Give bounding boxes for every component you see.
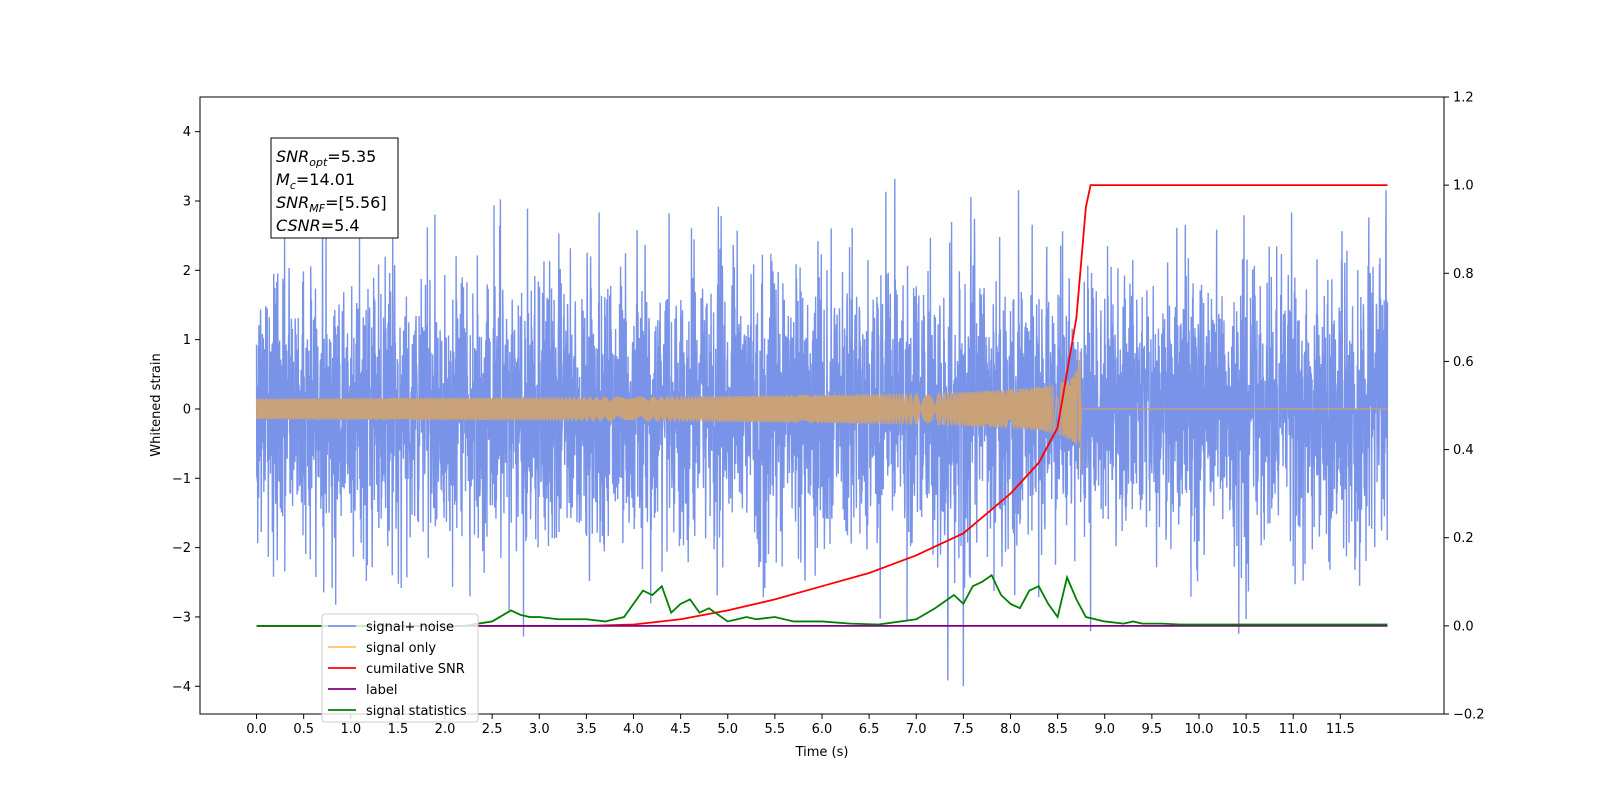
- x-tick-label: 10.5: [1232, 722, 1261, 737]
- y-axis-right: −0.2 0.0 0.2 0.4 0.6 0.8 1.0 1.2: [1444, 91, 1485, 723]
- annotation-value: =5.4: [321, 216, 360, 235]
- annotation-line: SNRopt=5.35: [276, 147, 376, 169]
- x-tick-label: 5.5: [765, 722, 786, 737]
- legend-label: signal only: [366, 641, 436, 656]
- annotation-line: CSNR=5.4: [276, 216, 360, 235]
- annotation-subscript: opt: [309, 156, 328, 169]
- x-tick-label: 10.0: [1184, 722, 1213, 737]
- y-tick-label: 3: [183, 194, 191, 209]
- y2-tick-label: 0.0: [1453, 619, 1474, 634]
- y-axis-label: Whitened strain: [149, 353, 164, 456]
- x-tick-label: 6.0: [812, 722, 833, 737]
- y2-tick-label: 1.2: [1453, 91, 1474, 106]
- x-tick-label: 0.0: [246, 722, 267, 737]
- annotation-symbol: M: [276, 170, 290, 189]
- annotation-value: =5.35: [327, 147, 376, 166]
- x-tick-label: 8.5: [1047, 722, 1068, 737]
- y-tick-label: −2: [172, 541, 191, 556]
- x-tick-label: 1.5: [388, 722, 409, 737]
- y2-tick-label: 1.0: [1453, 179, 1474, 194]
- x-axis: 0.0 0.5 1.0 1.5 2.0 2.5 3.0 3.5 4.0 4.5 5.0 5.5 6.0 6…: [246, 714, 1355, 737]
- annotation-symbol: SNR: [276, 147, 309, 166]
- x-tick-label: 1.0: [340, 722, 361, 737]
- x-tick-label: 3.5: [576, 722, 597, 737]
- series-signal-only: [255, 351, 1388, 470]
- x-tick-label: 11.5: [1326, 722, 1355, 737]
- legend-frame: [321, 613, 479, 723]
- x-tick-label: 11.0: [1279, 722, 1308, 737]
- x-tick-label: 4.5: [670, 722, 691, 737]
- x-tick-label: 2.0: [435, 722, 456, 737]
- legend: signal+ noise signal only cumilative SNR la…: [321, 613, 479, 723]
- annotation-symbol: CSNR: [276, 216, 321, 235]
- x-tick-label: 4.0: [623, 722, 644, 737]
- annotation-frame: [270, 137, 399, 239]
- annotation-subscript: MF: [309, 202, 325, 215]
- x-tick-label: 7.5: [953, 722, 974, 737]
- series-signal-statistics: [256, 573, 1388, 627]
- y-tick-label: 4: [183, 125, 191, 140]
- x-axis-label: Time (s): [795, 745, 849, 760]
- x-tick-label: 0.5: [293, 722, 314, 737]
- legend-label: signal statistics: [366, 704, 467, 719]
- x-tick-label: 7.0: [906, 722, 927, 737]
- x-tick-label: 9.5: [1142, 722, 1163, 737]
- annotation-symbol: SNR: [276, 193, 309, 212]
- legend-label: label: [366, 683, 397, 698]
- x-tick-label: 5.0: [717, 722, 738, 737]
- annotation-value: =[5.56]: [325, 193, 387, 212]
- y-tick-label: 1: [183, 333, 191, 348]
- y-axis-left: −4 −3 −2 −1 0 1 2 3 4: [172, 125, 200, 695]
- y-tick-label: 2: [183, 264, 191, 279]
- x-tick-label: 8.0: [1000, 722, 1021, 737]
- y2-tick-label: 0.4: [1453, 443, 1474, 458]
- x-tick-label: 3.0: [529, 722, 550, 737]
- y-tick-label: 0: [183, 402, 191, 417]
- series-cumulative-snr: [256, 184, 1388, 627]
- annotation-line: SNRMF=[5.56]: [276, 193, 387, 215]
- x-tick-label: 6.5: [859, 722, 880, 737]
- y-tick-label: −3: [172, 610, 191, 625]
- legend-label: cumilative SNR: [366, 662, 465, 677]
- series-signal-noise: [255, 178, 1389, 687]
- annotation-subscript: c: [290, 179, 296, 192]
- annotation-line: Mc=14.01: [276, 170, 355, 192]
- y2-tick-label: 0.2: [1453, 531, 1474, 546]
- y2-tick-label: −0.2: [1453, 708, 1485, 723]
- x-tick-label: 9.0: [1094, 722, 1115, 737]
- annotation-value: =14.01: [296, 170, 355, 189]
- y-tick-label: −1: [172, 472, 191, 487]
- y2-tick-label: 0.8: [1453, 267, 1474, 282]
- legend-label: signal+ noise: [366, 620, 454, 635]
- y-tick-label: −4: [172, 680, 191, 695]
- x-tick-label: 2.5: [482, 722, 503, 737]
- y2-tick-label: 0.6: [1453, 355, 1474, 370]
